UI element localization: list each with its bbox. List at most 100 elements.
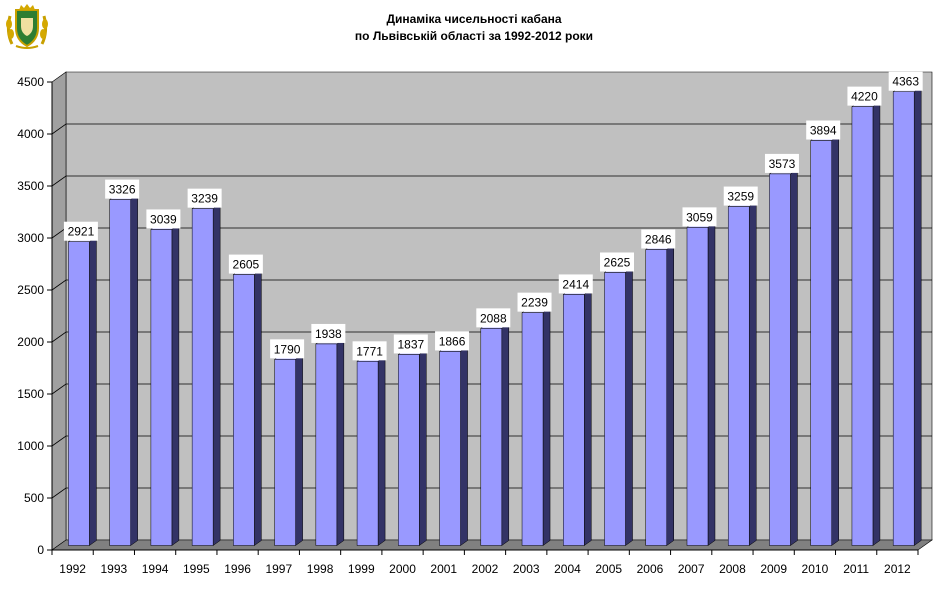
bar-side — [460, 345, 468, 546]
x-tick-label: 2001 — [430, 562, 457, 576]
bar-front — [191, 208, 214, 546]
data-label-box — [558, 274, 593, 294]
gridline — [51, 279, 932, 291]
bar-side — [212, 203, 221, 546]
bar — [892, 86, 922, 546]
data-label-box — [352, 341, 387, 361]
data-label: 3326 — [105, 179, 140, 199]
data-label: 3573 — [764, 153, 799, 173]
bar — [562, 288, 593, 546]
y-axis: 0 500 1000 1500 2000 2500 3000 3500 4000 4500 — [17, 75, 53, 557]
bar-side — [831, 135, 839, 546]
data-label-box — [63, 221, 98, 241]
data-label-text: 4363 — [892, 75, 919, 89]
x-tick-label: 2010 — [802, 562, 829, 576]
x-tick-label: 2007 — [678, 562, 705, 576]
data-label: 3059 — [682, 207, 717, 227]
data-label-box — [517, 292, 552, 312]
data-label-text: 1837 — [397, 337, 424, 351]
bar-front — [480, 328, 503, 546]
data-label-box — [187, 188, 222, 208]
data-label-text: 2921 — [68, 225, 95, 239]
x-axis: 1992 1993 1994 1995 1996 1997 1998 1999 2000 2001… — [51, 549, 919, 576]
bar-front — [604, 272, 626, 546]
bar-side — [419, 348, 427, 546]
emblem-logo-icon — [6, 4, 48, 49]
bar-front — [398, 354, 420, 546]
bar-side — [748, 201, 757, 546]
bar — [686, 221, 716, 546]
data-label-box — [476, 308, 511, 328]
y-tick-label: 1500 — [17, 387, 44, 401]
bar-front — [109, 199, 131, 546]
bar — [67, 236, 98, 546]
data-label: 2414 — [558, 274, 593, 294]
bar — [438, 345, 469, 546]
data-label: 3259 — [723, 186, 758, 206]
data-label-text: 3239 — [191, 192, 218, 206]
bar — [150, 223, 180, 546]
bar-side — [89, 236, 97, 546]
x-tick-label: 2008 — [719, 562, 746, 576]
bar-front — [274, 359, 296, 546]
gridline — [51, 435, 932, 447]
data-label: 1837 — [393, 334, 428, 354]
x-tick-label: 2000 — [389, 562, 416, 576]
bar-front — [315, 343, 338, 546]
bar — [315, 338, 345, 546]
data-label: 3239 — [187, 188, 222, 208]
data-label-box — [105, 179, 140, 199]
data-label-text: 1866 — [439, 334, 466, 348]
data-label-box — [641, 229, 676, 249]
bar-front — [727, 206, 750, 546]
data-label-text: 2625 — [604, 256, 631, 270]
side-wall — [51, 71, 67, 551]
y-tick-label: 3500 — [17, 179, 44, 193]
data-label: 3894 — [806, 120, 841, 140]
data-label: 1771 — [352, 341, 387, 361]
data-label: 2088 — [476, 308, 511, 328]
chart-title-line1: Динаміка чисельності кабана — [386, 12, 562, 26]
bar-side — [336, 338, 345, 546]
bar-side — [501, 322, 510, 546]
data-label-text: 2239 — [521, 296, 548, 310]
y-tick-label: 4500 — [17, 75, 44, 89]
bar — [397, 348, 428, 546]
bar — [273, 353, 304, 546]
bar-side — [542, 307, 551, 546]
data-label-text: 3573 — [769, 157, 796, 171]
bar-side — [254, 269, 262, 546]
x-tick-label: 2005 — [595, 562, 622, 576]
data-label: 2625 — [600, 252, 635, 272]
bar — [356, 355, 386, 546]
x-tick-label: 1992 — [59, 562, 86, 576]
bar-front — [892, 91, 915, 546]
x-tick-label: 1994 — [142, 562, 169, 576]
bar-side — [666, 244, 675, 546]
data-label: 1938 — [311, 323, 346, 343]
bar-front — [645, 249, 668, 546]
y-tick-label: 3000 — [17, 231, 44, 245]
data-label: 1866 — [435, 331, 470, 351]
data-label: 2605 — [228, 254, 263, 274]
y-tick-label: 0 — [37, 543, 44, 557]
x-tick-label: 1999 — [348, 562, 375, 576]
bar — [603, 267, 634, 546]
data-labels: 2921 3326 3039 3239 2605 1790 1938 1771 1837 1866… — [63, 71, 923, 361]
bar-front — [769, 173, 791, 546]
data-label-text: 3894 — [810, 124, 837, 138]
bar-front — [810, 140, 832, 546]
x-tick-label: 2012 — [884, 562, 911, 576]
bar — [480, 322, 510, 546]
bar — [191, 203, 221, 546]
bar-front — [563, 294, 585, 546]
x-tick-label: 2002 — [472, 562, 499, 576]
bar-side — [377, 355, 386, 546]
data-label-box — [600, 252, 635, 272]
y-tick-label: 4000 — [17, 127, 44, 141]
bar-side — [913, 86, 922, 546]
data-label-box — [393, 334, 428, 354]
bar-side — [130, 194, 138, 546]
data-label-box — [888, 71, 923, 91]
